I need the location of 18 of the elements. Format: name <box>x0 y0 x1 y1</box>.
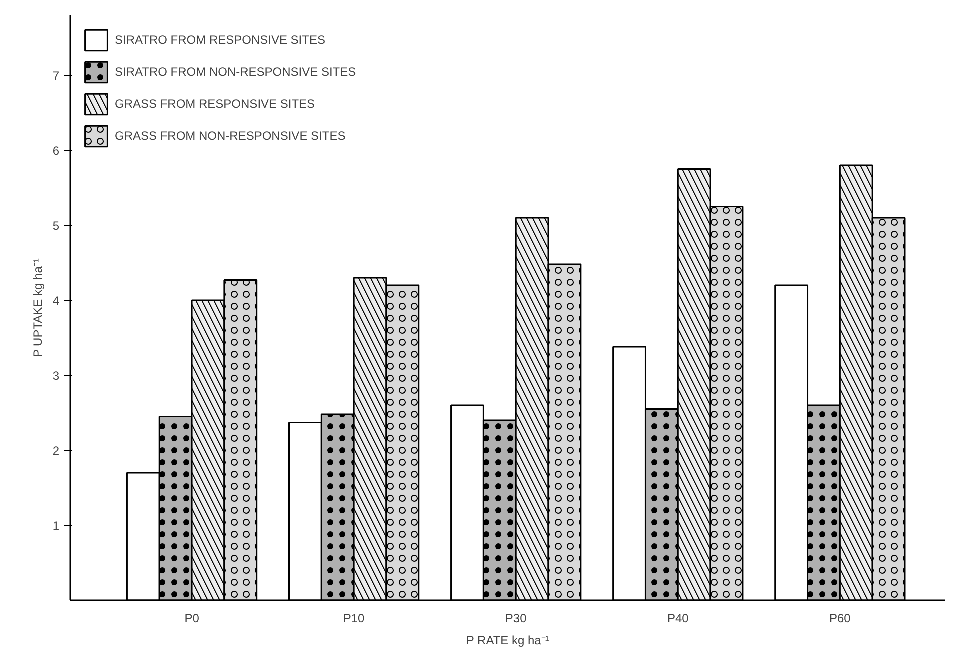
x-axis-title: P RATE kg ha⁻¹ <box>466 634 550 648</box>
y-tick-label: 2 <box>52 444 60 458</box>
x-tick-label: P0 <box>184 612 200 626</box>
y-tick-label: 1 <box>52 519 60 533</box>
legend-label: SIRATRO FROM RESPONSIVE SITES <box>115 33 326 47</box>
y-axis-title: P UPTAKE kg ha⁻¹ <box>30 258 45 358</box>
legend-label: GRASS FROM RESPONSIVE SITES <box>115 97 316 111</box>
y-tick-label: 4 <box>52 294 60 308</box>
legend-label: GRASS FROM NON-RESPONSIVE SITES <box>115 129 346 143</box>
y-tick-label: 5 <box>52 219 60 233</box>
x-tick-label: P30 <box>505 612 528 626</box>
y-tick-label: 6 <box>52 144 60 158</box>
x-tick-label: P10 <box>343 612 366 626</box>
y-tick-label: 3 <box>52 369 60 383</box>
legend-label: SIRATRO FROM NON-RESPONSIVE SITES <box>115 65 356 79</box>
x-tick-label: P40 <box>667 612 690 626</box>
x-tick-label: P60 <box>830 612 852 626</box>
y-tick-label: 7 <box>52 69 60 83</box>
